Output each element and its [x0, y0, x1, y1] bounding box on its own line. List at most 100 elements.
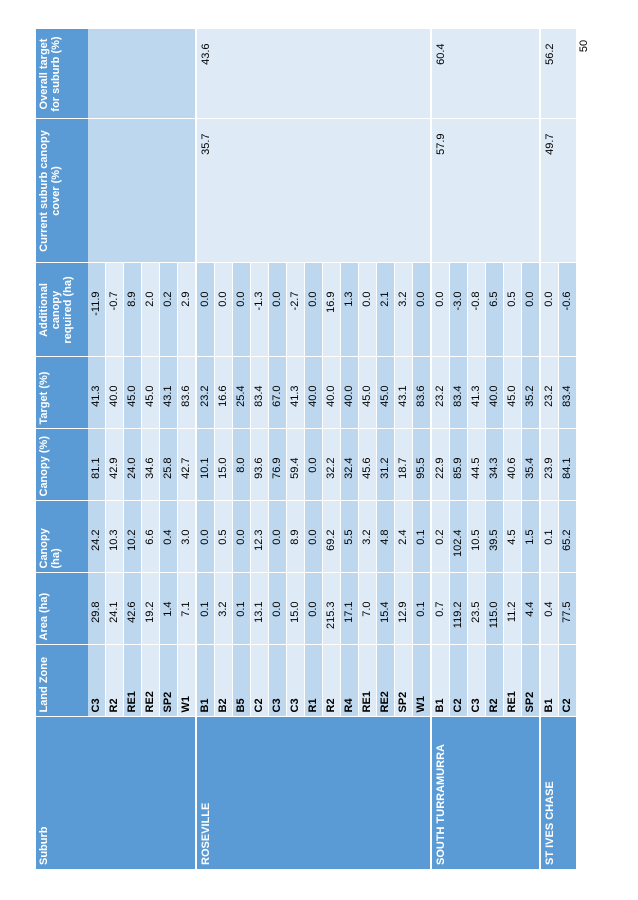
- canopy-ha-cell: 0.0: [232, 501, 251, 573]
- header-canopy-ha: Canopy (ha): [36, 501, 88, 573]
- target-cell: 23.2: [196, 357, 215, 429]
- land-zone-cell: B1: [431, 645, 450, 717]
- area-cell: 23.5: [467, 573, 486, 645]
- additional-cell: 0.0: [431, 263, 450, 357]
- table-row: ROSEVILLE B1 0.1 0.0 10.1 23.2 0.0 35.7 43.6: [196, 29, 431, 869]
- canopy-ha-cell: 10.5: [467, 501, 486, 573]
- area-cell: 77.5: [558, 573, 577, 645]
- additional-cell: 16.9: [322, 263, 341, 357]
- current-canopy-cell: 49.7: [540, 119, 577, 263]
- area-cell: 4.4: [521, 573, 540, 645]
- canopy-pct-cell: 18.7: [394, 429, 413, 501]
- additional-cell: 2.0: [141, 263, 160, 357]
- target-cell: 41.3: [286, 357, 305, 429]
- additional-cell: -0.6: [558, 263, 577, 357]
- land-zone-cell: RE1: [358, 645, 377, 717]
- canopy-ha-cell: 10.2: [123, 501, 142, 573]
- target-cell: 45.0: [358, 357, 377, 429]
- area-cell: 215.3: [322, 573, 341, 645]
- additional-cell: 3.2: [394, 263, 413, 357]
- additional-cell: 0.0: [521, 263, 540, 357]
- table-row: ST IVES CHASE B1 0.4 0.1 23.9 23.2 0.0 49.7 56.2: [540, 29, 577, 869]
- additional-cell: 0.0: [412, 263, 431, 357]
- current-canopy-cell: 57.9: [431, 119, 540, 263]
- canopy-pct-cell: 84.1: [558, 429, 577, 501]
- table-body: C3 29.8 24.2 81.1 41.3 -11.9 R2 24.1 10.3 42.9 40.…: [88, 29, 577, 869]
- canopy-pct-cell: 45.6: [358, 429, 377, 501]
- target-cell: 40.0: [304, 357, 323, 429]
- additional-cell: 2.1: [376, 263, 395, 357]
- land-zone-cell: B2: [214, 645, 233, 717]
- canopy-pct-cell: 42.9: [105, 429, 124, 501]
- canopy-pct-cell: 42.7: [177, 429, 196, 501]
- table-row: C3 29.8 24.2 81.1 41.3 -11.9: [88, 29, 196, 869]
- target-cell: 67.0: [268, 357, 287, 429]
- canopy-pct-cell: 25.8: [159, 429, 178, 501]
- target-cell: 45.0: [376, 357, 395, 429]
- canopy-ha-cell: 2.4: [394, 501, 413, 573]
- additional-cell: -3.0: [449, 263, 468, 357]
- canopy-ha-cell: 1.5: [521, 501, 540, 573]
- canopy-pct-cell: 34.6: [141, 429, 160, 501]
- area-cell: 29.8: [88, 573, 106, 645]
- land-zone-cell: SP2: [394, 645, 413, 717]
- canopy-pct-cell: 40.6: [503, 429, 522, 501]
- area-cell: 0.1: [232, 573, 251, 645]
- canopy-ha-cell: 0.4: [159, 501, 178, 573]
- canopy-ha-cell: 0.0: [268, 501, 287, 573]
- additional-cell: -11.9: [88, 263, 106, 357]
- canopy-pct-cell: 81.1: [88, 429, 106, 501]
- land-zone-cell: B5: [232, 645, 251, 717]
- canopy-ha-cell: 0.5: [214, 501, 233, 573]
- header-overall: Overall target for suburb (%): [36, 29, 88, 119]
- target-cell: 83.4: [250, 357, 269, 429]
- header-row: Suburb Land Zone Area (ha) Canopy (ha) C…: [36, 29, 88, 869]
- land-zone-cell: SP2: [159, 645, 178, 717]
- canopy-ha-cell: 3.2: [358, 501, 377, 573]
- area-cell: 0.7: [431, 573, 450, 645]
- additional-cell: -0.8: [467, 263, 486, 357]
- area-cell: 0.0: [304, 573, 323, 645]
- canopy-ha-cell: 102.4: [449, 501, 468, 573]
- area-cell: 0.4: [540, 573, 559, 645]
- area-cell: 1.4: [159, 573, 178, 645]
- header-area: Area (ha): [36, 573, 88, 645]
- overall-target-cell: 56.2: [540, 29, 577, 119]
- additional-cell: 0.0: [232, 263, 251, 357]
- land-zone-cell: RE2: [141, 645, 160, 717]
- canopy-pct-cell: 8.0: [232, 429, 251, 501]
- additional-cell: -0.7: [105, 263, 124, 357]
- area-cell: 0.1: [196, 573, 215, 645]
- canopy-pct-cell: 85.9: [449, 429, 468, 501]
- additional-cell: 0.0: [196, 263, 215, 357]
- land-zone-cell: R4: [340, 645, 359, 717]
- target-cell: 40.0: [485, 357, 504, 429]
- area-cell: 119.2: [449, 573, 468, 645]
- land-zone-cell: B1: [196, 645, 215, 717]
- area-cell: 0.0: [268, 573, 287, 645]
- canopy-pct-cell: 59.4: [286, 429, 305, 501]
- area-cell: 19.2: [141, 573, 160, 645]
- land-zone-cell: C2: [449, 645, 468, 717]
- canopy-ha-cell: 5.5: [340, 501, 359, 573]
- header-suburb: Suburb: [36, 717, 88, 869]
- land-zone-cell: R2: [322, 645, 341, 717]
- table-row: SOUTH TURRAMURRA B1 0.7 0.2 22.9 23.2 0.0 57.9 6…: [431, 29, 540, 869]
- target-cell: 16.6: [214, 357, 233, 429]
- canopy-ha-cell: 24.2: [88, 501, 106, 573]
- area-cell: 0.1: [412, 573, 431, 645]
- current-canopy-cell: [88, 119, 196, 263]
- canopy-ha-cell: 69.2: [322, 501, 341, 573]
- canopy-pct-cell: 22.9: [431, 429, 450, 501]
- target-cell: 41.3: [88, 357, 106, 429]
- header-land-zone: Land Zone: [36, 645, 88, 717]
- canopy-ha-cell: 0.1: [412, 501, 431, 573]
- area-cell: 3.2: [214, 573, 233, 645]
- canopy-pct-cell: 95.5: [412, 429, 431, 501]
- area-cell: 7.1: [177, 573, 196, 645]
- land-zone-cell: RE1: [123, 645, 142, 717]
- additional-cell: 0.5: [503, 263, 522, 357]
- target-cell: 43.1: [159, 357, 178, 429]
- canopy-ha-cell: 65.2: [558, 501, 577, 573]
- additional-cell: 2.9: [177, 263, 196, 357]
